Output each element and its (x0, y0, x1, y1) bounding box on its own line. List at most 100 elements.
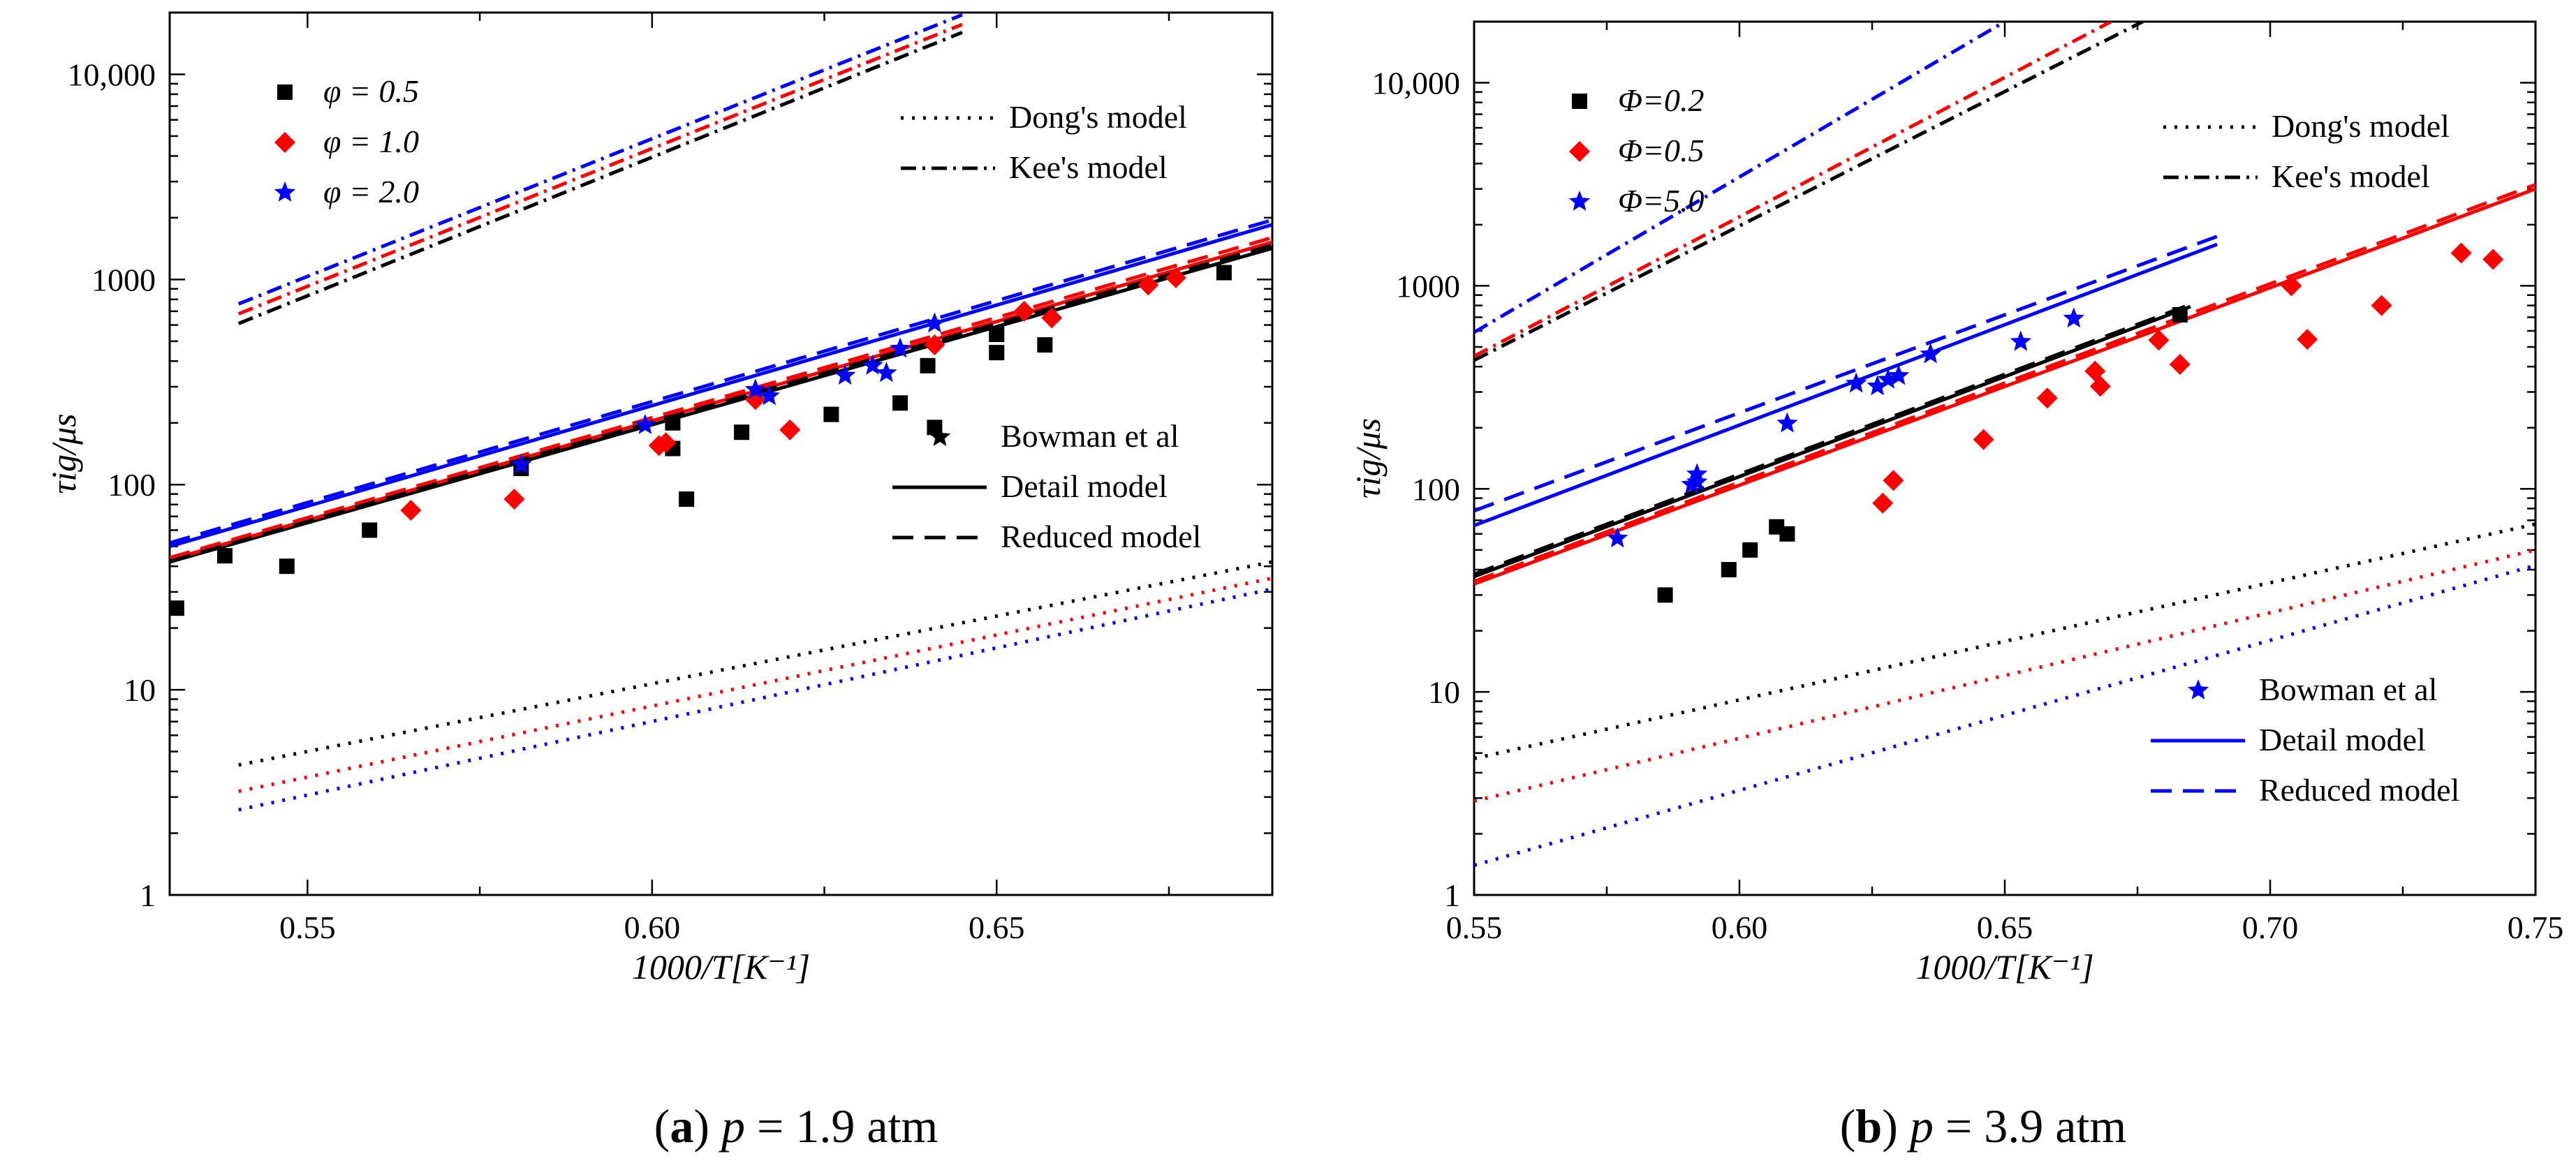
data-point (1657, 587, 1673, 603)
caption-paren: ( (1840, 1099, 1856, 1153)
data-point (2036, 387, 2058, 409)
data-point (362, 522, 378, 538)
data-point (1867, 375, 1888, 396)
caption-var: p (719, 1099, 745, 1153)
legend-label: Φ=5.0 (1618, 183, 1705, 219)
x-tick-label: 0.70 (2242, 910, 2299, 945)
legend-label: Detail model (2259, 722, 2426, 757)
y-axis-label: τig/μs (44, 413, 83, 494)
data-point (876, 362, 897, 383)
panel-caption: (b) p = 3.9 atm (1840, 1099, 2126, 1153)
data-point (779, 419, 801, 440)
data-point (279, 558, 295, 575)
data-point (2297, 329, 2318, 350)
legend-label: φ = 0.5 (323, 73, 419, 109)
data-point (1973, 429, 1994, 450)
data-point (2169, 354, 2191, 376)
data-point (758, 385, 780, 406)
data-point (2450, 242, 2472, 264)
data-point (665, 415, 681, 431)
data-point (634, 414, 656, 434)
legend-label: Reduced model (2259, 772, 2459, 808)
data-point (1686, 471, 1708, 491)
x-tick-label: 0.60 (624, 910, 681, 945)
data-point (1846, 372, 1867, 393)
caption-letter: b (1855, 1099, 1882, 1153)
data-point (1742, 542, 1758, 558)
data-point (1041, 307, 1063, 329)
data-point (1779, 526, 1795, 542)
y-tick-label: 10,000 (68, 57, 156, 92)
legend-label: Reduced model (1001, 519, 1201, 554)
model-line-solid (1474, 304, 2191, 579)
panel-b: 1 10 100 1000 10,000 0.55 0.60 0.65 0.70 0.75 1000… (1348, 20, 2564, 1153)
x-tick-label: 0.75 (2508, 910, 2564, 945)
model-line-dotted (1474, 563, 2535, 867)
data-point (834, 364, 856, 385)
y-tick-label: 1 (1444, 878, 1460, 913)
plot-area (170, 13, 1272, 812)
model-line-dashdot (237, 31, 963, 325)
data-point (2063, 307, 2084, 328)
y-tick-label: 10,000 (1372, 66, 1461, 101)
y-tick-label: 10 (1428, 674, 1460, 710)
model-line-solid (1474, 242, 2218, 528)
data-point (510, 453, 532, 474)
model-line-dashdot (1474, 22, 2112, 358)
model-line-dotted (238, 587, 1272, 812)
legend-label: Dong's model (1009, 99, 1187, 135)
model-line-dotted (1474, 522, 2535, 760)
model-line-dashed (1474, 235, 2218, 513)
data-point (216, 548, 233, 564)
caption-paren: ( (654, 1099, 670, 1153)
model-line-dashdot (1474, 22, 2144, 362)
model-line-dashed (1474, 183, 2535, 584)
panel-caption: (a) p = 1.9 atm (654, 1099, 939, 1153)
legend-label: Detail model (1001, 468, 1168, 504)
caption-paren: ) (1882, 1099, 1910, 1153)
legend-label: Bowman et al (1001, 418, 1179, 454)
legend-marker (2187, 679, 2209, 699)
legend-marker (1572, 94, 1587, 109)
data-point (1872, 492, 1894, 514)
data-point (1883, 470, 1904, 491)
data-point (1013, 300, 1035, 322)
data-point (1607, 527, 1628, 548)
data-point (1877, 368, 1899, 389)
data-point (734, 424, 750, 440)
x-tick-label: 0.65 (969, 910, 1025, 945)
data-point (2482, 249, 2504, 270)
data-point (2281, 275, 2302, 297)
model-line-dashdot (237, 13, 963, 306)
data-point (892, 395, 908, 411)
legend-marker (929, 426, 951, 446)
data-point (1721, 562, 1737, 578)
panel-a: 1 10 100 1000 10,000 0.55 0.60 0.65 1000/T[K⁻¹] τ… (44, 11, 1274, 1153)
data-point (1037, 337, 1053, 353)
data-point (862, 354, 883, 375)
legend-marker (274, 182, 296, 202)
data-point (1776, 412, 1798, 433)
data-point (744, 378, 767, 399)
caption-var: p (1907, 1099, 1934, 1153)
y-tick-label: 100 (1412, 471, 1460, 507)
legend-marker (1568, 191, 1591, 211)
model-line-solid (170, 246, 1272, 564)
y-tick-label: 10 (124, 672, 156, 708)
data-point (924, 334, 945, 356)
data-point (1216, 265, 1232, 281)
data-point (920, 357, 936, 373)
model-line-dashdot (237, 22, 963, 316)
plot-area (1474, 22, 2535, 867)
caption-text: = 1.9 atm (745, 1099, 938, 1153)
model-line-solid (170, 223, 1272, 549)
legend-label: φ = 1.0 (323, 124, 419, 159)
data-point (1138, 274, 1159, 296)
data-point (989, 345, 1005, 361)
x-axis-label: 1000/T[K⁻¹] (1915, 947, 2093, 986)
data-point (2371, 295, 2392, 316)
caption-paren: ) (693, 1099, 721, 1153)
data-point (503, 488, 525, 510)
data-point (2148, 329, 2170, 351)
